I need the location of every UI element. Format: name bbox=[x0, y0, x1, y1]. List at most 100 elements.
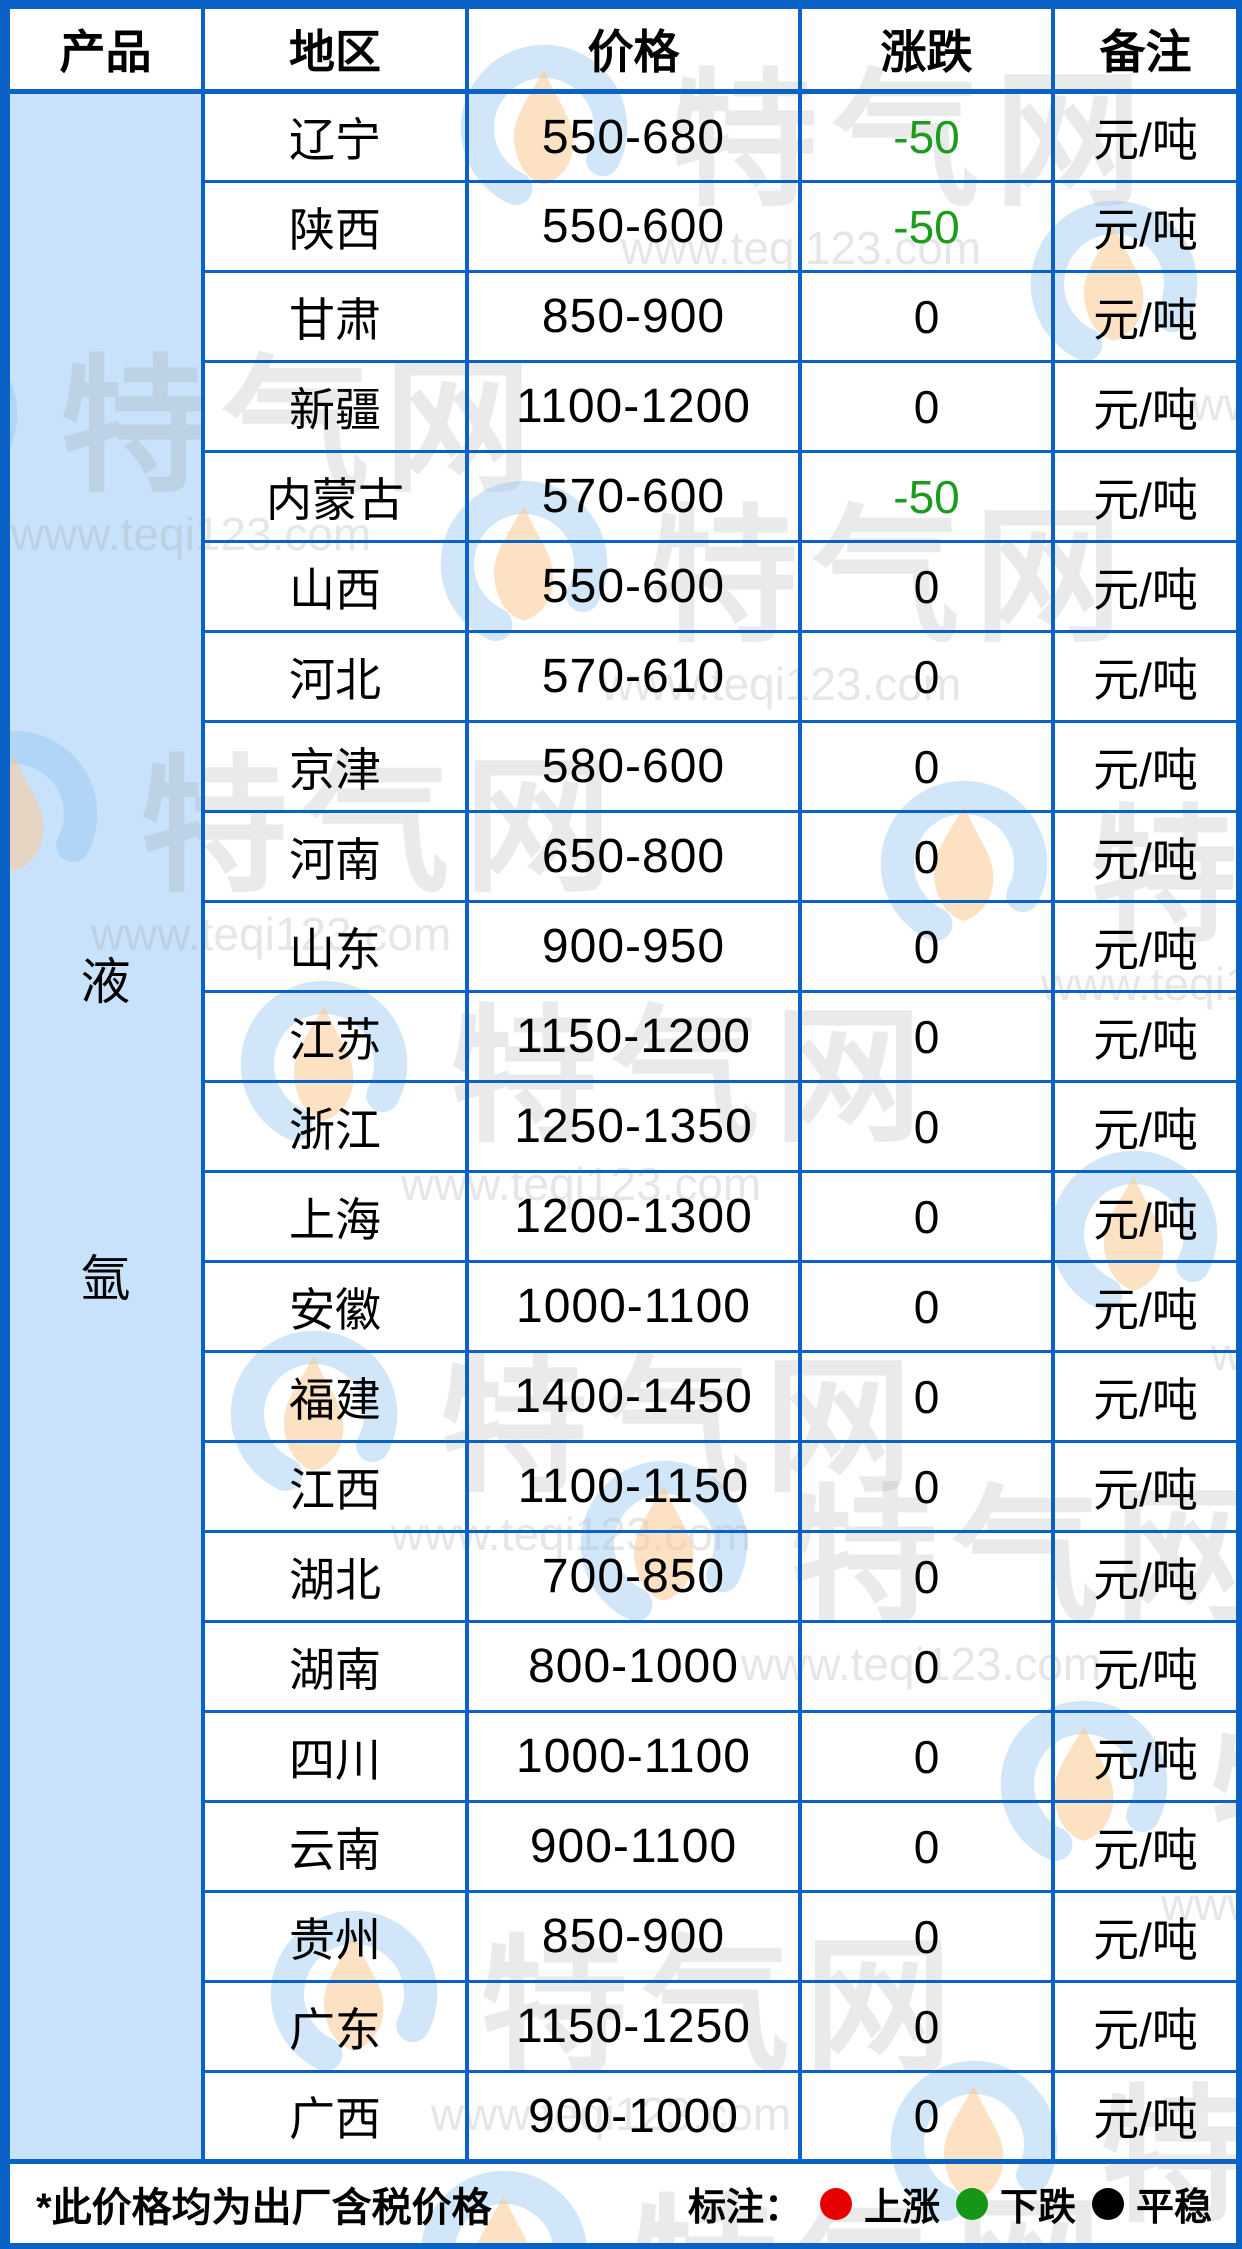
change-cell: 0 bbox=[798, 1710, 1055, 1803]
change-cell: 0 bbox=[798, 810, 1055, 903]
footer-cell: *此价格均为出厂含税价格 标注： 上涨 下跌 bbox=[6, 2159, 1236, 2243]
price-cell: 1000-1100 bbox=[465, 1260, 802, 1353]
price-cell: 850-900 bbox=[465, 270, 802, 363]
price-cell: 570-600 bbox=[465, 450, 802, 543]
table-row: 贵州 850-900 0 元/吨 bbox=[8, 1890, 1236, 1983]
note-cell: 元/吨 bbox=[1051, 720, 1236, 813]
region-cell: 江苏 bbox=[201, 990, 469, 1083]
region-cell: 湖南 bbox=[201, 1620, 469, 1713]
region-cell: 河南 bbox=[201, 810, 469, 903]
change-cell: 0 bbox=[798, 360, 1055, 453]
region-cell: 河北 bbox=[201, 630, 469, 723]
table-row: 湖南 800-1000 0 元/吨 bbox=[8, 1620, 1236, 1713]
legend-item-down: 下跌 bbox=[955, 2176, 1076, 2231]
table-row: 浙江 1250-1350 0 元/吨 bbox=[8, 1080, 1236, 1173]
price-cell: 570-610 bbox=[465, 630, 802, 723]
region-cell: 山西 bbox=[201, 540, 469, 633]
region-cell: 广西 bbox=[201, 2070, 469, 2163]
flat-dot-icon bbox=[1091, 2187, 1124, 2220]
note-cell: 元/吨 bbox=[1051, 1440, 1236, 1533]
price-cell: 1150-1200 bbox=[465, 990, 802, 1083]
price-cell: 850-900 bbox=[465, 1890, 802, 1983]
table-row: 新疆 1100-1200 0 元/吨 bbox=[8, 360, 1236, 453]
price-cell: 550-680 bbox=[465, 90, 802, 183]
region-cell: 福建 bbox=[201, 1350, 469, 1443]
legend-item-up: 上涨 bbox=[819, 2176, 940, 2231]
region-cell: 陕西 bbox=[201, 180, 469, 273]
legend-down-label: 下跌 bbox=[999, 2187, 1076, 2229]
table-row: 京津 580-600 0 元/吨 bbox=[8, 720, 1236, 813]
table-row: 安徽 1000-1100 0 元/吨 bbox=[8, 1260, 1236, 1353]
table-row: 山东 900-950 0 元/吨 bbox=[8, 900, 1236, 993]
change-cell: 0 bbox=[798, 1800, 1055, 1893]
table-row: 甘肃 850-900 0 元/吨 bbox=[8, 270, 1236, 363]
price-cell: 550-600 bbox=[465, 180, 802, 273]
change-cell: 0 bbox=[798, 630, 1055, 723]
change-cell: 0 bbox=[798, 540, 1055, 633]
note-cell: 元/吨 bbox=[1051, 1260, 1236, 1353]
header-product: 产品 bbox=[6, 6, 205, 94]
region-cell: 辽宁 bbox=[201, 90, 469, 183]
up-dot-icon bbox=[819, 2187, 852, 2220]
legend-label: 标注： bbox=[687, 2187, 802, 2229]
change-cell: 0 bbox=[798, 900, 1055, 993]
change-cell: 0 bbox=[798, 1620, 1055, 1713]
price-cell: 650-800 bbox=[465, 810, 802, 903]
table-row: 内蒙古 570-600 -50 元/吨 bbox=[8, 450, 1236, 543]
price-cell: 900-1100 bbox=[465, 1800, 802, 1893]
price-cell: 1400-1450 bbox=[465, 1350, 802, 1443]
note-cell: 元/吨 bbox=[1051, 90, 1236, 183]
table-row: 陕西 550-600 -50 元/吨 bbox=[8, 180, 1236, 273]
product-cell: 液氩 bbox=[6, 90, 205, 2163]
table-row: 河北 570-610 0 元/吨 bbox=[8, 630, 1236, 723]
change-cell: 0 bbox=[798, 270, 1055, 363]
price-cell: 550-600 bbox=[465, 540, 802, 633]
table-row: 湖北 700-850 0 元/吨 bbox=[8, 1530, 1236, 1623]
note-cell: 元/吨 bbox=[1051, 540, 1236, 633]
note-cell: 元/吨 bbox=[1051, 1620, 1236, 1713]
note-cell: 元/吨 bbox=[1051, 360, 1236, 453]
table-row: 广东 1150-1250 0 元/吨 bbox=[8, 1980, 1236, 2073]
header-change: 涨跌 bbox=[798, 6, 1055, 94]
change-cell: -50 bbox=[798, 450, 1055, 543]
note-cell: 元/吨 bbox=[1051, 180, 1236, 273]
price-cell: 1250-1350 bbox=[465, 1080, 802, 1173]
note-cell: 元/吨 bbox=[1051, 1980, 1236, 2073]
change-cell: 0 bbox=[798, 1980, 1055, 2073]
note-cell: 元/吨 bbox=[1051, 270, 1236, 363]
footer-row: *此价格均为出厂含税价格 标注： 上涨 下跌 bbox=[6, 2159, 1236, 2243]
region-cell: 湖北 bbox=[201, 1530, 469, 1623]
region-cell: 江西 bbox=[201, 1440, 469, 1533]
region-cell: 内蒙古 bbox=[201, 450, 469, 543]
table-row: 山西 550-600 0 元/吨 bbox=[8, 540, 1236, 633]
price-cell: 1000-1100 bbox=[465, 1710, 802, 1803]
price-cell: 900-1000 bbox=[465, 2070, 802, 2163]
region-cell: 新疆 bbox=[201, 360, 469, 453]
price-cell: 700-850 bbox=[465, 1530, 802, 1623]
change-cell: 0 bbox=[798, 1080, 1055, 1173]
change-cell: 0 bbox=[798, 2070, 1055, 2163]
table-row: 江苏 1150-1200 0 元/吨 bbox=[8, 990, 1236, 1083]
price-cell: 1100-1150 bbox=[465, 1440, 802, 1533]
change-cell: 0 bbox=[798, 1530, 1055, 1623]
note-cell: 元/吨 bbox=[1051, 810, 1236, 903]
note-cell: 元/吨 bbox=[1051, 1350, 1236, 1443]
change-cell: 0 bbox=[798, 1440, 1055, 1533]
table-body: 液氩辽宁 550-680 -50 元/吨 陕西 550-600 -50 元/吨 甘肃 850-90… bbox=[6, 90, 1236, 2163]
region-cell: 上海 bbox=[201, 1170, 469, 1263]
region-cell: 安徽 bbox=[201, 1260, 469, 1353]
note-cell: 元/吨 bbox=[1051, 1710, 1236, 1803]
change-cell: 0 bbox=[798, 1170, 1055, 1263]
price-cell: 900-950 bbox=[465, 900, 802, 993]
region-cell: 贵州 bbox=[201, 1890, 469, 1983]
table-header: 产品 地区 价格 涨跌 备注 bbox=[6, 6, 1236, 94]
legend-up-label: 上涨 bbox=[863, 2187, 940, 2229]
header-price: 价格 bbox=[465, 6, 802, 94]
price-footnote: *此价格均为出厂含税价格 bbox=[36, 2185, 492, 2230]
change-cell: -50 bbox=[798, 180, 1055, 273]
region-cell: 广东 bbox=[201, 1980, 469, 2073]
note-cell: 元/吨 bbox=[1051, 1080, 1236, 1173]
legend-item-flat: 平稳 bbox=[1091, 2176, 1212, 2231]
price-table: 产品 地区 价格 涨跌 备注 液氩辽宁 550-680 -50 元/吨 陕西 550-60… bbox=[6, 6, 1236, 2243]
